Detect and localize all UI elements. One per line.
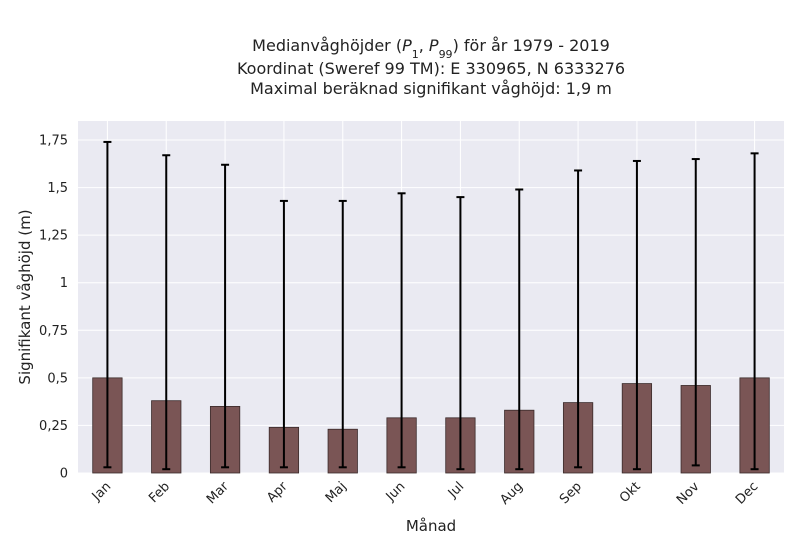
y-tick-label: 1,5 bbox=[47, 181, 68, 196]
x-tick-label: Dec bbox=[733, 479, 761, 507]
y-tick-label: 0,25 bbox=[39, 419, 68, 434]
y-tick-label: 0,75 bbox=[39, 324, 68, 339]
plot-area bbox=[78, 121, 784, 473]
x-tick-label: Aug bbox=[498, 479, 527, 508]
y-tick-label: 0,5 bbox=[47, 371, 68, 386]
y-tick-label: 1 bbox=[60, 276, 68, 291]
chart-title-line-1: Medianvåghöjder (P1, P99) för år 1979 - … bbox=[252, 36, 610, 61]
x-tick-label: Jul bbox=[445, 479, 467, 501]
y-axis-ticks: 0 0,25 0,5 0,75 1 1,25 1,5 1,75 bbox=[39, 134, 68, 482]
y-tick-label: 0 bbox=[60, 467, 68, 482]
x-tick-label: Feb bbox=[146, 479, 173, 506]
x-tick-label: Sep bbox=[557, 479, 585, 507]
x-tick-label: Maj bbox=[323, 479, 350, 506]
chart-title: Medianvåghöjder (P1, P99) för år 1979 - … bbox=[237, 36, 625, 98]
x-axis-ticks: Jan Feb Mar Apr Maj Jun Jul Aug Sep Okt Nov Dec bbox=[89, 479, 762, 508]
chart-title-line-3: Maximal beräknad signifikant våghöjd: 1,… bbox=[250, 79, 612, 98]
x-tick-label: Jan bbox=[89, 479, 114, 504]
x-tick-label: Nov bbox=[674, 479, 703, 508]
error-bars bbox=[103, 140, 759, 471]
chart-title-line-2: Koordinat (Sweref 99 TM): E 330965, N 63… bbox=[237, 59, 625, 78]
y-axis-label: Signifikant våghöjd (m) bbox=[16, 209, 34, 384]
y-tick-label: 1,75 bbox=[39, 134, 68, 149]
y-tick-label: 1,25 bbox=[39, 229, 68, 244]
x-tick-label: Apr bbox=[264, 479, 291, 506]
y-gridlines bbox=[78, 139, 784, 474]
x-tick-label: Mar bbox=[204, 479, 232, 507]
x-axis-label: Månad bbox=[406, 517, 456, 535]
x-tick-label: Okt bbox=[617, 479, 644, 506]
x-tick-label: Jun bbox=[383, 479, 409, 505]
